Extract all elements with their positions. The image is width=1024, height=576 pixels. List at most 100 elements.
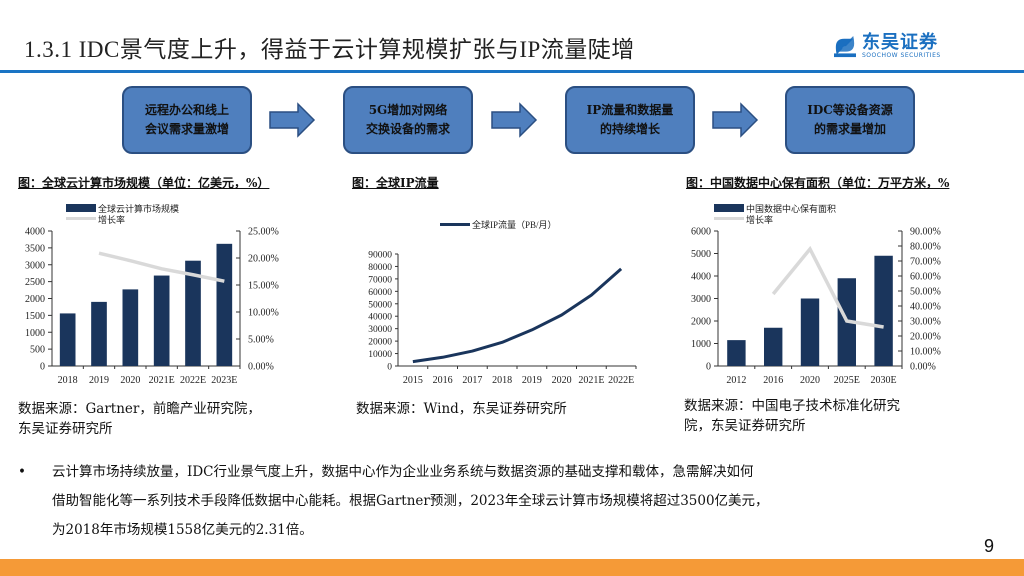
chart-cloud: 全球云计算市场规模 增长率 0 500 1000 1500 2000 2500 3000 35… (25, 203, 279, 386)
svg-text:4000: 4000 (25, 227, 45, 238)
chart-dc-legend: 中国数据中心保有面积 增长率 (714, 203, 836, 225)
svg-text:50.00%: 50.00% (910, 287, 941, 298)
chart-ip: 全球IP流量（PB/月） 0 10000 20000 30000 40000 50000 6… (368, 219, 637, 386)
legend-line-label: 增长率 (746, 214, 773, 225)
svg-text:60000: 60000 (368, 288, 392, 298)
svg-text:500: 500 (30, 345, 45, 356)
svg-text:15.00%: 15.00% (248, 281, 279, 292)
svg-text:10000: 10000 (368, 350, 392, 360)
bar (874, 255, 893, 366)
source-line-2: 东吴证券研究所 (18, 421, 113, 437)
svg-text:2019: 2019 (89, 375, 109, 386)
bar (153, 275, 170, 366)
slide-title: 1.3.1 IDC景气度上升，得益于云计算规模扩张与IP流量陡增 (24, 37, 635, 62)
svg-text:0.00%: 0.00% (248, 362, 274, 373)
svg-text:2020: 2020 (120, 375, 140, 386)
body-line-2: 借助智能化等一系列技术手段降低数据中心能耗。根据Gartner预测，2023年全… (52, 493, 769, 509)
arrow-right-icon (491, 102, 538, 138)
svg-text:0: 0 (40, 362, 45, 373)
svg-text:3000: 3000 (691, 294, 711, 305)
bar (185, 260, 201, 366)
bar (216, 243, 233, 366)
flow-step-1-line1: 远程办公和线上 (144, 103, 229, 117)
svg-text:2021E: 2021E (149, 375, 175, 386)
legend-bar-label: 全球云计算市场规模 (98, 203, 179, 214)
flow-step-2: 5G增加对网络 交换设备的需求 (343, 86, 473, 154)
svg-text:3000: 3000 (25, 260, 45, 271)
svg-text:2020: 2020 (552, 375, 572, 386)
svg-text:3500: 3500 (25, 243, 45, 254)
svg-text:1000: 1000 (691, 339, 711, 350)
svg-text:0.00%: 0.00% (910, 362, 936, 373)
svg-text:2023E: 2023E (211, 375, 237, 386)
body-line-3: 为2018年市场规模1558亿美元的2.31倍。 (52, 522, 313, 538)
svg-text:2015: 2015 (403, 375, 423, 386)
arrow-right-icon (712, 102, 759, 138)
svg-text:2000: 2000 (691, 317, 711, 328)
arrow-right-icon (269, 102, 316, 138)
bar (727, 340, 746, 366)
chart-ip-legend: 全球IP流量（PB/月） (440, 219, 557, 230)
header-divider (0, 70, 1024, 73)
svg-text:40000: 40000 (368, 313, 392, 323)
svg-text:20000: 20000 (368, 338, 392, 348)
flow-step-4: IDC等设备资源 的需求量增加 (785, 86, 915, 154)
svg-text:30.00%: 30.00% (910, 317, 941, 328)
svg-text:70000: 70000 (368, 275, 392, 285)
svg-text:5.00%: 5.00% (248, 335, 274, 346)
svg-text:2016: 2016 (763, 375, 783, 386)
svg-text:2022E: 2022E (180, 375, 206, 386)
svg-text:10.00%: 10.00% (248, 308, 279, 319)
svg-text:30000: 30000 (368, 325, 392, 335)
bar (764, 327, 783, 366)
chart-caption-cloud: 图：全球云计算市场规模（单位：亿美元，%） (18, 176, 270, 190)
bar (59, 313, 76, 366)
svg-text:2018: 2018 (492, 375, 512, 386)
svg-text:2030E: 2030E (871, 375, 897, 386)
source-line-2: 院，东吴证券研究所 (684, 418, 806, 434)
chart-dc: 中国数据中心保有面积 增长率 0 1000 2000 3000 4000 5000 6000… (691, 203, 941, 386)
page-number: 9 (983, 536, 994, 556)
body-paragraph: • 云计算市场持续放量，IDC行业景气度上升，数据中心作为企业业务系统与数据资源… (18, 458, 998, 545)
svg-text:5000: 5000 (691, 249, 711, 260)
svg-text:0: 0 (387, 363, 392, 373)
logo-en-text: SOOCHOW SECURITIES (862, 52, 941, 59)
bullet-icon: • (18, 464, 26, 480)
bar (91, 301, 107, 366)
svg-text:70.00%: 70.00% (910, 257, 941, 268)
svg-text:1000: 1000 (25, 328, 45, 339)
chart-caption-ip: 图：全球IP流量 (352, 176, 439, 190)
svg-text:0: 0 (706, 362, 711, 373)
legend-line-label: 增长率 (98, 214, 125, 225)
svg-text:20.00%: 20.00% (910, 332, 941, 343)
bar (800, 298, 820, 366)
logo-mark-icon (834, 35, 856, 57)
growth-line (771, 245, 884, 329)
svg-text:10.00%: 10.00% (910, 347, 941, 358)
svg-text:60.00%: 60.00% (910, 272, 941, 283)
flow-step-3-line1: IP流量和数据量 (586, 103, 674, 117)
flow-step-4-line1: IDC等设备资源 (807, 103, 893, 117)
chart-source-ip: 数据来源：Wind，东吴证券研究所 (356, 399, 567, 419)
svg-text:40.00%: 40.00% (910, 302, 941, 313)
flow-step-3: IP流量和数据量 的持续增长 (565, 86, 695, 154)
chart-cloud-legend: 全球云计算市场规模 增长率 (66, 203, 179, 225)
logo-cn-text: 东吴证券 (862, 32, 938, 53)
svg-text:2017: 2017 (462, 375, 482, 386)
svg-text:2016: 2016 (433, 375, 453, 386)
svg-text:80.00%: 80.00% (910, 242, 941, 253)
svg-text:2000: 2000 (25, 294, 45, 305)
flow-step-4-line2: 的需求量增加 (813, 122, 886, 136)
flow-step-1-line2: 会议需求量激增 (144, 122, 229, 136)
svg-text:90.00%: 90.00% (910, 227, 941, 238)
svg-text:80000: 80000 (368, 263, 392, 273)
svg-text:2500: 2500 (25, 277, 45, 288)
chart-source-cloud: 数据来源：Gartner，前瞻产业研究院， 东吴证券研究所 (18, 399, 261, 439)
chart-source-dc: 数据来源：中国电子技术标准化研究 院，东吴证券研究所 (684, 396, 900, 436)
svg-text:6000: 6000 (691, 227, 711, 238)
flow-step-2-line2: 交换设备的需求 (365, 122, 450, 136)
svg-text:25.00%: 25.00% (248, 227, 279, 238)
svg-text:2019: 2019 (522, 375, 542, 386)
svg-text:1500: 1500 (25, 311, 45, 322)
svg-text:2021E: 2021E (578, 375, 604, 386)
